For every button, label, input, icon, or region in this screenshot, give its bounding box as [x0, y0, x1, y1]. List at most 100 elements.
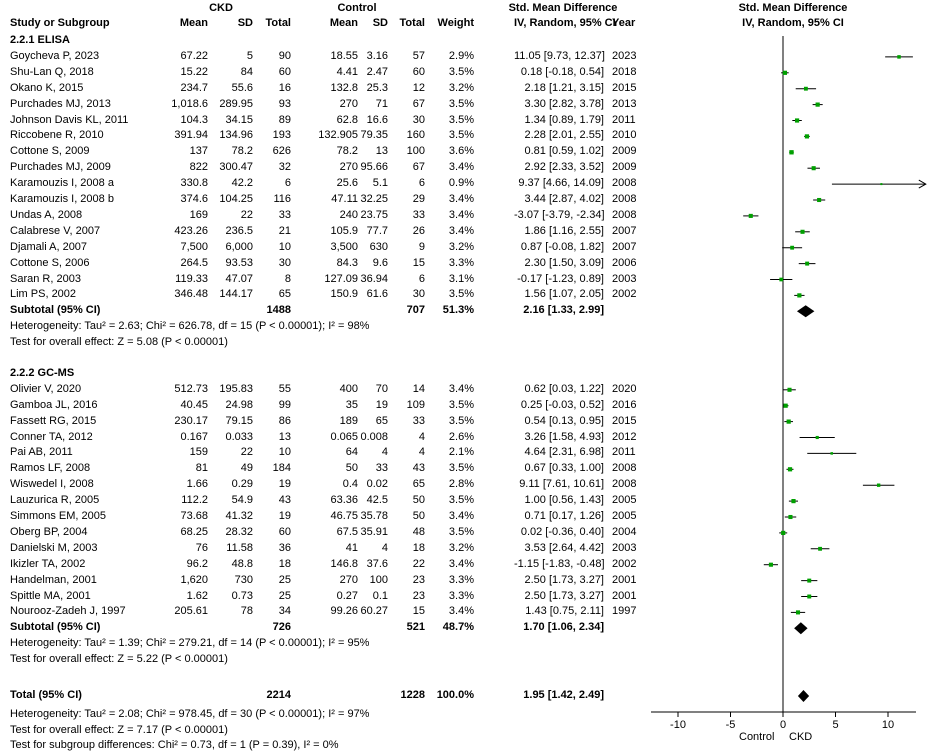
- control-sd: 19: [375, 398, 388, 411]
- group-title: 2.2.1 ELISA: [10, 34, 70, 46]
- ci-arrow: [918, 179, 927, 189]
- control-total: 4: [418, 446, 425, 459]
- subtotal-control-total: 521: [406, 621, 425, 634]
- smd-header: Std. Mean Difference: [508, 2, 618, 14]
- ckd-mean: 104.3: [180, 113, 208, 126]
- ckd-mean: 346.48: [174, 288, 208, 301]
- ckd-mean: 40.45: [180, 398, 208, 411]
- control-mean: 35: [345, 398, 358, 411]
- control-mean: 63.36: [330, 494, 358, 507]
- control-mean: 46.75: [330, 510, 358, 522]
- control-total: 43: [412, 462, 425, 475]
- study-header: Study or Subgroup: [10, 17, 110, 29]
- effect-point: [804, 134, 810, 139]
- study-name: Saran R, 2003: [10, 272, 81, 285]
- control-sd: 13: [375, 145, 388, 158]
- control-mean: 0.065: [330, 430, 358, 443]
- study-name: Handelman, 2001: [10, 573, 97, 586]
- effect-point: [781, 530, 786, 535]
- ckd-sd: 79.15: [225, 414, 253, 427]
- subtotal-ci: 1.70 [1.06, 2.34]: [523, 621, 604, 634]
- control-total: 50: [412, 494, 425, 507]
- method-right-header: IV, Random, 95% CI: [742, 17, 844, 29]
- weight: 3.2%: [448, 240, 474, 253]
- ckd-mean: 15.22: [180, 65, 208, 78]
- ckd-sd: 730: [234, 573, 253, 586]
- ckd-mean: 1.62: [186, 589, 208, 602]
- ckd-mean: 169: [189, 208, 208, 221]
- study-name: Spittle MA, 2001: [10, 589, 91, 602]
- ckd-sd: 28.32: [225, 525, 253, 538]
- ckd-sd: 34.15: [225, 113, 253, 126]
- study-name: Lauzurica R, 2005: [10, 494, 100, 507]
- ckd-sd: 144.17: [219, 288, 253, 301]
- control-mean: 132.905: [318, 129, 358, 142]
- ckd-total: 13: [278, 430, 291, 443]
- study-name: Ramos LF, 2008: [10, 462, 91, 475]
- control-total: 15: [412, 605, 425, 618]
- ckd-mean: 0.167: [180, 430, 208, 443]
- effect-point: [807, 578, 812, 583]
- ckd-total: 10: [278, 446, 291, 459]
- control-sd: 79.35: [360, 129, 388, 142]
- smd-ci: 3.53 [2.64, 4.42]: [524, 541, 604, 554]
- subtotal-label: Subtotal (95% CI): [10, 304, 101, 317]
- smd-ci: -3.07 [-3.79, -2.34]: [514, 208, 605, 221]
- weight: 3.5%: [448, 97, 474, 110]
- study-name: Shu-Lan Q, 2018: [10, 65, 94, 78]
- control-sd: 5.1: [372, 177, 388, 190]
- effect-point: [790, 245, 795, 250]
- control-mean: 240: [339, 208, 358, 221]
- year: 2018: [612, 65, 637, 78]
- control-mean: 146.8: [330, 557, 358, 570]
- ckd-total: 32: [278, 161, 291, 174]
- study-name: Karamouzis I, 2008 b: [10, 193, 114, 205]
- ckd-total: 21: [278, 224, 291, 237]
- ckd-total: 19: [278, 510, 291, 522]
- ckd-total: 86: [278, 414, 291, 427]
- effect-point: [779, 277, 784, 282]
- weight: 3.5%: [448, 462, 474, 475]
- smd-ci: 1.86 [1.16, 2.55]: [524, 224, 604, 237]
- control-mean: 0.4: [342, 478, 358, 491]
- study-name: Conner TA, 2012: [10, 430, 93, 443]
- ckd-sd: 47.07: [225, 272, 253, 285]
- control-total: 6: [418, 272, 425, 285]
- year: 2012: [612, 430, 637, 443]
- study-name: Undas A, 2008: [10, 208, 83, 221]
- effect-point: [791, 499, 796, 504]
- weight: 3.3%: [448, 256, 474, 269]
- ckd-mean: 423.26: [174, 224, 208, 237]
- weight: 3.5%: [448, 414, 474, 427]
- control-header: Control: [337, 2, 377, 14]
- smd-ci: 2.18 [1.21, 3.15]: [524, 81, 604, 94]
- ckd-total: 116: [273, 193, 291, 205]
- weight: 3.4%: [448, 510, 474, 522]
- control-mean: 270: [339, 573, 358, 586]
- effect-point: [815, 435, 819, 440]
- subtotal-control-total: 707: [406, 304, 425, 317]
- ckd-sd: 78: [240, 605, 253, 618]
- ckd-sd: 236.5: [225, 224, 253, 237]
- control-mean: 400: [339, 382, 358, 395]
- year: 2015: [612, 414, 637, 427]
- smd-ci: 2.50 [1.73, 3.27]: [524, 589, 604, 602]
- ckd-sd: 22: [240, 446, 253, 459]
- weight: 3.4%: [448, 208, 474, 221]
- effect-point: [768, 562, 773, 567]
- year: 2005: [612, 494, 637, 507]
- smd-ci: -0.17 [-1.23, 0.89]: [517, 272, 604, 285]
- effect-point: [794, 118, 800, 123]
- year: 2003: [612, 541, 637, 554]
- subtotal-ckd-total: 726: [272, 621, 291, 634]
- year-header: Year: [612, 17, 636, 29]
- weight: 3.1%: [448, 272, 474, 285]
- ckd-total: 89: [278, 113, 291, 126]
- effect-point: [786, 419, 791, 424]
- control-total: 109: [406, 398, 425, 411]
- control-mean: 105.9: [330, 224, 358, 237]
- ckd-total: 34: [278, 605, 291, 618]
- year: 2008: [612, 478, 637, 491]
- effect-point: [811, 166, 816, 171]
